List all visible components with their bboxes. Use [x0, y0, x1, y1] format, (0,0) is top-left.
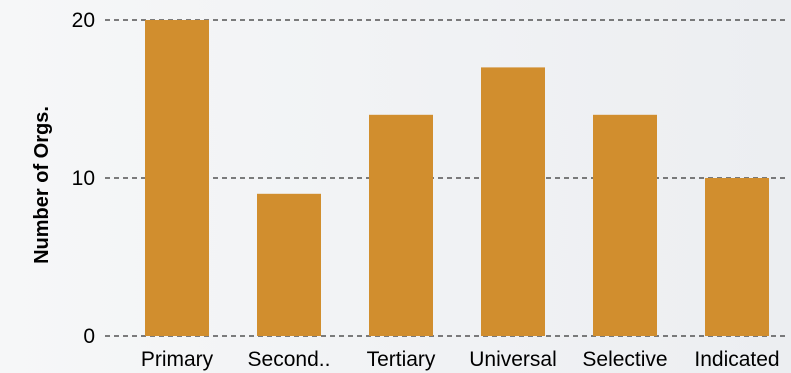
- y-axis-title: Number of Orgs.: [31, 106, 53, 264]
- bar-primary: [145, 20, 209, 336]
- x-tick-label: Tertiary: [367, 348, 436, 371]
- bar-second: [257, 193, 321, 336]
- x-tick-label: Universal: [469, 348, 557, 371]
- y-tick-label: 20: [72, 9, 95, 32]
- x-tick-label: Selective: [582, 348, 667, 371]
- bar-selective: [593, 114, 657, 336]
- bar-indicated: [705, 178, 769, 336]
- bar-universal: [481, 67, 545, 337]
- bar-tertiary: [369, 114, 433, 336]
- y-tick-label: 0: [83, 325, 95, 348]
- y-tick-labels: 0 10 20: [72, 9, 95, 348]
- x-tick-label: Primary: [141, 348, 214, 371]
- y-tick-label: 10: [72, 167, 95, 190]
- x-tick-label: Second..: [248, 348, 331, 371]
- x-tick-labels: Primary Second.. Tertiary Universal Selectiv…: [141, 348, 780, 371]
- x-tick-label: Indicated: [694, 348, 779, 371]
- bars: [145, 20, 769, 337]
- gridlines: [105, 19, 787, 337]
